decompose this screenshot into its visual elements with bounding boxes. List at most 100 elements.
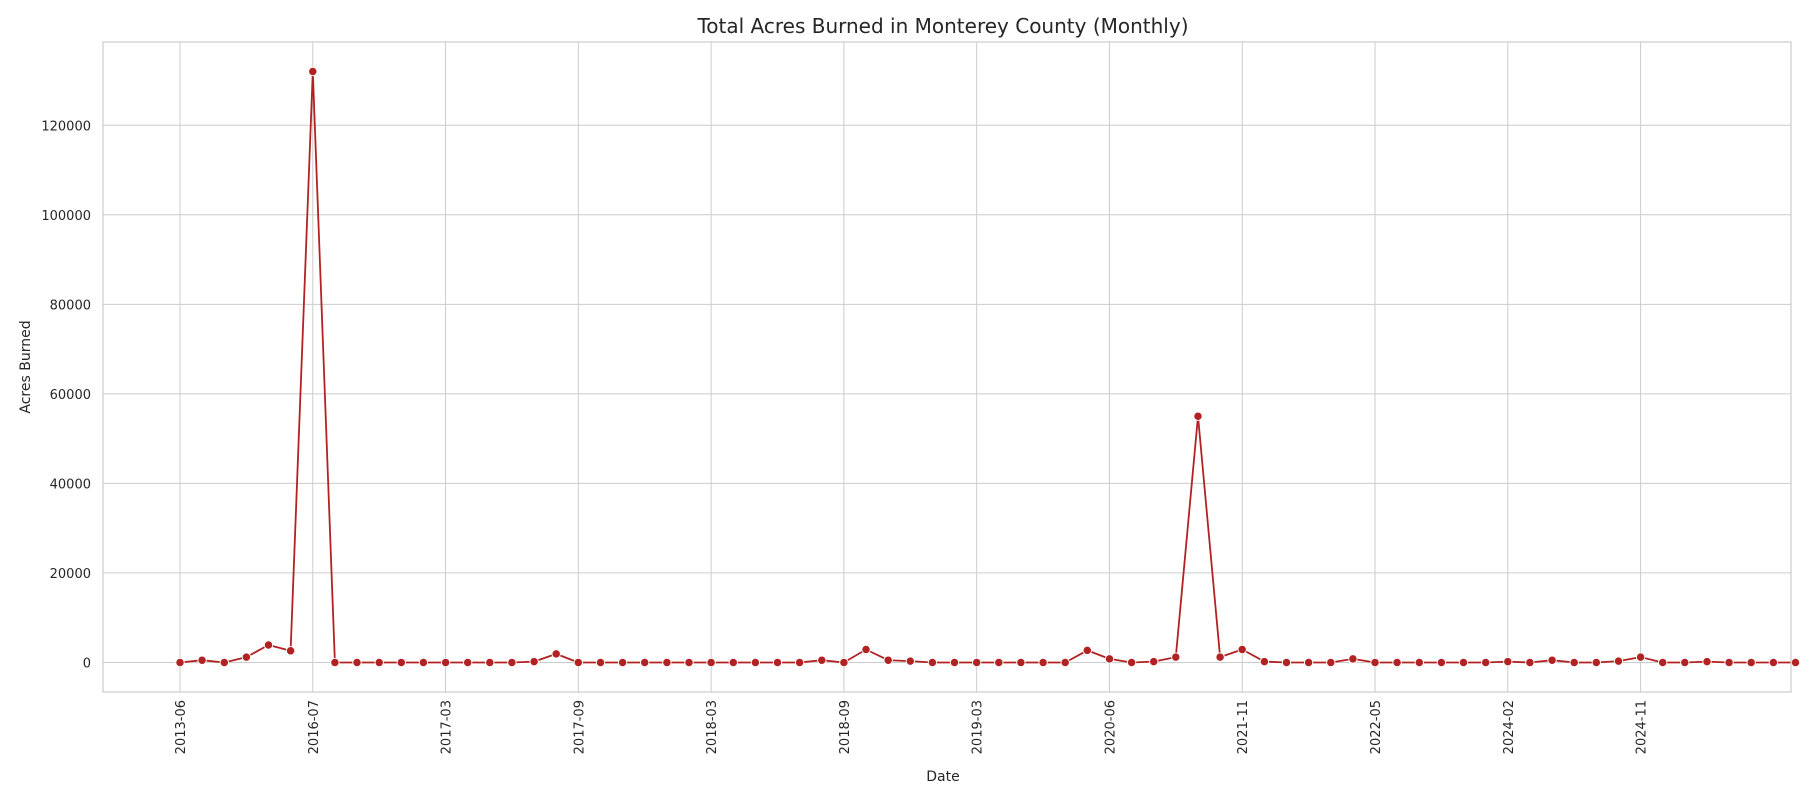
- x-tick-label: 2013-06: [174, 700, 189, 754]
- data-point: [1458, 657, 1469, 668]
- data-point: [1790, 657, 1800, 668]
- data-point: [1326, 657, 1336, 668]
- data-point: [285, 646, 296, 656]
- data-point: [794, 657, 805, 668]
- data-point: [949, 657, 960, 668]
- x-tick-label: 2020-06: [1103, 700, 1118, 754]
- data-point: [640, 657, 650, 668]
- data-point: [330, 657, 340, 668]
- data-point: [1635, 652, 1646, 662]
- data-point: [1171, 652, 1181, 662]
- data-point: [1348, 654, 1358, 664]
- data-point: [573, 657, 583, 668]
- axes: 0 20000 40000 60000 80000 100000 120000 2013-06…: [41, 119, 1649, 754]
- data-point: [1237, 644, 1247, 655]
- data-point: [1259, 656, 1270, 667]
- data-point: [529, 656, 539, 667]
- data-point: [750, 657, 761, 668]
- data-point: [374, 657, 384, 668]
- y-tick-label: 60000: [50, 388, 91, 403]
- data-point: [308, 66, 318, 77]
- data-point: [1768, 657, 1779, 668]
- data-point: [219, 657, 229, 668]
- data-point: [1104, 654, 1115, 664]
- data-point: [396, 657, 406, 668]
- data-point: [595, 657, 606, 668]
- x-tick-label: 2017-03: [440, 700, 455, 754]
- chart-title: Total Acres Burned in Monterey County (M…: [696, 14, 1188, 38]
- data-point: [507, 657, 517, 668]
- data-point: [972, 657, 982, 668]
- y-tick-label: 20000: [50, 567, 91, 582]
- data-point: [263, 640, 274, 650]
- data-point: [1016, 657, 1026, 668]
- data-point: [1658, 657, 1668, 668]
- x-tick-label: 2019-03: [971, 700, 986, 754]
- y-tick-label: 100000: [41, 209, 91, 224]
- data-point: [839, 657, 849, 668]
- data-point: [1060, 657, 1070, 668]
- data-point: [772, 657, 783, 668]
- data-point: [817, 655, 827, 665]
- data-point: [994, 657, 1004, 668]
- x-tick-label: 2024-02: [1502, 700, 1517, 754]
- data-point: [1569, 657, 1579, 668]
- data-point: [1591, 657, 1601, 668]
- data-point: [684, 657, 694, 668]
- data-point: [352, 657, 362, 668]
- y-tick-label: 40000: [50, 477, 91, 492]
- data-point: [463, 657, 473, 668]
- data-point: [1702, 656, 1712, 667]
- y-tick-label: 120000: [41, 119, 91, 134]
- x-tick-label: 2024-11: [1635, 700, 1650, 754]
- data-point: [1414, 657, 1424, 668]
- data-point: [883, 655, 893, 665]
- data-point: [1436, 657, 1447, 668]
- data-point: [905, 656, 915, 666]
- data-point: [1303, 657, 1314, 668]
- data-point: [1126, 657, 1137, 668]
- data-point: [1215, 652, 1225, 662]
- data-point: [1481, 657, 1491, 668]
- y-tick-label: 0: [83, 656, 91, 671]
- data-point: [485, 657, 495, 668]
- x-tick-label: 2018-09: [838, 700, 853, 754]
- x-tick-label: 2016-07: [307, 700, 322, 754]
- data-point: [1746, 657, 1756, 668]
- data-point: [175, 657, 185, 668]
- data-point: [1525, 657, 1535, 668]
- x-tick-label: 2018-03: [705, 700, 720, 754]
- data-point: [418, 657, 429, 668]
- grid: [103, 42, 1791, 692]
- plot-frame: [102, 41, 1792, 693]
- data-point: [241, 652, 252, 662]
- data-point: [927, 657, 938, 668]
- series-layer: [175, 66, 1800, 668]
- x-tick-label: 2022-05: [1369, 700, 1384, 754]
- data-point: [1281, 657, 1292, 668]
- data-point: [861, 644, 871, 655]
- x-tick-label: 2021-11: [1236, 700, 1251, 754]
- x-axis-label: Date: [926, 769, 959, 785]
- series-line: [179, 70, 1796, 664]
- y-axis-label: Acres Burned: [18, 320, 34, 413]
- data-point: [662, 657, 672, 668]
- data-point: [1149, 656, 1159, 667]
- data-point: [1082, 645, 1092, 656]
- x-tick-label: 2017-09: [572, 700, 587, 754]
- data-point: [1370, 657, 1380, 668]
- data-point: [706, 657, 716, 668]
- data-point: [440, 657, 451, 668]
- data-point: [728, 657, 738, 668]
- data-point: [1038, 657, 1048, 668]
- data-point: [1680, 657, 1690, 668]
- y-tick-label: 80000: [50, 298, 91, 313]
- data-point: [1613, 656, 1624, 666]
- data-point: [551, 649, 561, 659]
- data-point: [617, 657, 628, 668]
- data-point: [197, 655, 207, 665]
- data-point: [1392, 657, 1402, 668]
- data-point: [1724, 657, 1734, 668]
